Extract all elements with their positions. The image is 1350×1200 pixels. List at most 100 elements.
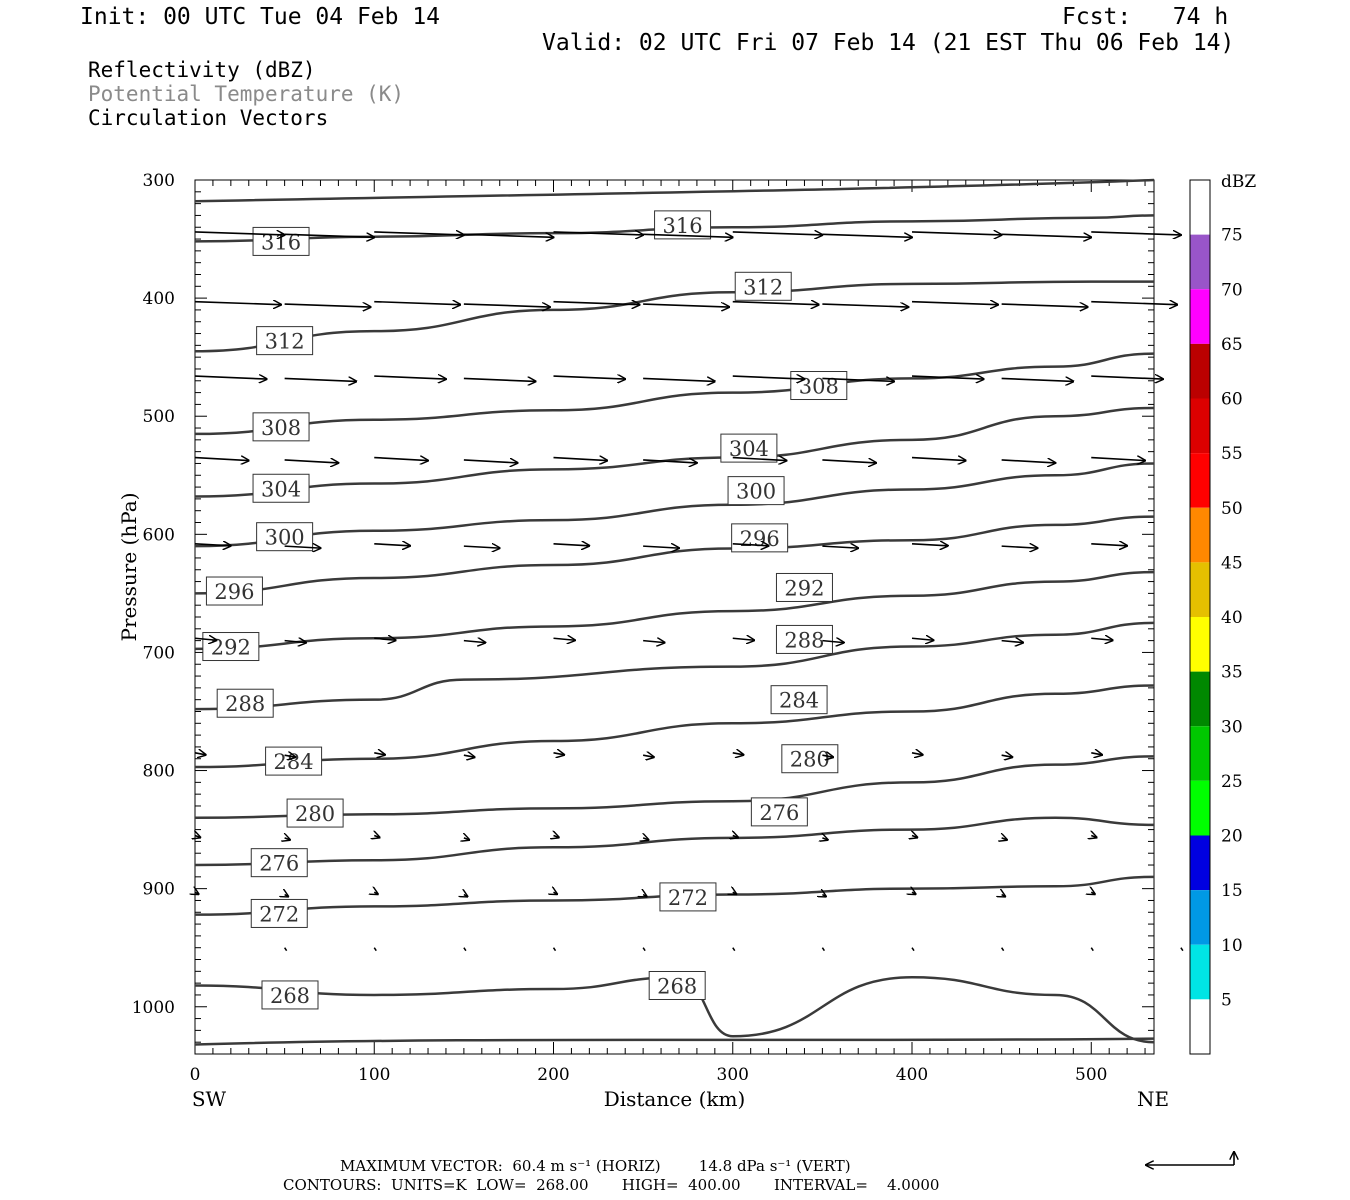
contour-label-box bbox=[205, 576, 263, 606]
circulation-vector bbox=[911, 232, 1002, 235]
contour-label-288: 288 bbox=[225, 692, 265, 716]
x-axis-left-label: SW bbox=[192, 1087, 227, 1111]
circulation-vector bbox=[195, 836, 200, 838]
circulation-vector bbox=[821, 947, 826, 952]
contour-label-272: 272 bbox=[668, 886, 708, 910]
colorbar-swatch bbox=[1190, 617, 1210, 672]
colorbar-label: 15 bbox=[1221, 881, 1243, 901]
colorbar-swatch bbox=[1190, 726, 1210, 781]
circulation-vector bbox=[1091, 638, 1113, 640]
y-tick-label: 500 bbox=[143, 407, 175, 427]
contour-label-292: 292 bbox=[784, 576, 824, 600]
circulation-vector bbox=[553, 302, 640, 305]
colorbar-swatch bbox=[1190, 671, 1210, 727]
circulation-vector bbox=[374, 376, 446, 379]
contour-label-280: 280 bbox=[295, 802, 335, 826]
circulation-vector bbox=[374, 753, 385, 755]
circulation-vector bbox=[284, 234, 375, 237]
circulation-vector bbox=[733, 892, 737, 894]
circulation-vector bbox=[194, 458, 249, 461]
circulation-vector bbox=[642, 947, 646, 952]
circulation-vector bbox=[822, 546, 858, 548]
circulation-vector bbox=[1091, 892, 1095, 894]
circulation-vector bbox=[194, 753, 206, 755]
circulation-vector bbox=[911, 302, 998, 305]
contour-label-292: 292 bbox=[211, 636, 251, 660]
contour-label-308: 308 bbox=[261, 416, 301, 440]
circulation-vector bbox=[1001, 546, 1038, 548]
contour-label-276: 276 bbox=[259, 852, 299, 876]
theta-contour-308 bbox=[194, 352, 1155, 436]
circulation-vector bbox=[553, 753, 565, 755]
circulation-vector bbox=[1001, 460, 1056, 463]
colorbar-label: 75 bbox=[1221, 226, 1243, 246]
contour-label-box bbox=[250, 898, 308, 928]
colorbar-label: 40 bbox=[1221, 608, 1243, 628]
y-tick-label: 800 bbox=[143, 762, 175, 782]
circulation-vector bbox=[822, 460, 876, 463]
circulation-vector bbox=[643, 895, 647, 897]
circulation-vector bbox=[1180, 947, 1184, 952]
circulation-vector bbox=[911, 376, 984, 379]
circulation-vector bbox=[1091, 836, 1096, 838]
circulation-vector bbox=[374, 232, 464, 235]
circulation-vector bbox=[911, 753, 923, 755]
colorbar-frame bbox=[1189, 179, 1211, 1055]
circulation-vector bbox=[1091, 753, 1102, 755]
contour-label-312: 312 bbox=[743, 275, 783, 299]
circulation-vector bbox=[1001, 304, 1088, 307]
circulation-vector bbox=[464, 895, 468, 897]
circulation-vector bbox=[643, 304, 729, 307]
colorbar-swatch bbox=[1190, 234, 1210, 290]
y-tick-label: 900 bbox=[143, 880, 175, 900]
circulation-vector bbox=[463, 378, 536, 381]
circulation-vector bbox=[822, 641, 844, 643]
forecast-hour: Fcst: 74 h bbox=[1062, 4, 1229, 30]
circulation-vector bbox=[1001, 378, 1074, 381]
circulation-vector bbox=[194, 232, 285, 235]
circulation-vector bbox=[553, 638, 576, 640]
y-axis-title: Pressure (hPa) bbox=[117, 493, 141, 642]
init-time: Init: 00 UTC Tue 04 Feb 14 bbox=[80, 4, 441, 30]
colorbar-swatch bbox=[1190, 398, 1210, 454]
circulation-vector bbox=[912, 836, 917, 838]
circulation-vector bbox=[1090, 947, 1094, 952]
contour-label-284: 284 bbox=[274, 750, 314, 774]
contour-label-box bbox=[256, 522, 314, 552]
theta-contour-300 bbox=[194, 462, 1155, 548]
legend-potential-temperature: Potential Temperature (K) bbox=[88, 82, 405, 106]
colorbar-swatch bbox=[1190, 890, 1210, 945]
circulation-vector bbox=[554, 892, 558, 894]
circulation-vector bbox=[822, 895, 826, 897]
circulation-vector bbox=[732, 544, 769, 546]
contours-note: CONTOURS: UNITS=K LOW= 268.00 HIGH= 400.… bbox=[283, 1176, 940, 1194]
contour-label-284: 284 bbox=[779, 689, 819, 713]
colorbar-label: 50 bbox=[1221, 499, 1243, 519]
contour-label-272: 272 bbox=[259, 902, 299, 926]
circulation-vector bbox=[643, 460, 697, 463]
circulation-vector bbox=[552, 947, 557, 952]
colorbar-label: 45 bbox=[1221, 553, 1243, 573]
contour-label-box bbox=[250, 848, 308, 878]
circulation-vector bbox=[284, 755, 296, 757]
circulation-vector bbox=[911, 947, 915, 952]
legend-circulation-vectors: Circulation Vectors bbox=[88, 106, 329, 130]
circulation-vector bbox=[374, 458, 428, 461]
circulation-vector bbox=[284, 947, 288, 952]
circulation-vector bbox=[643, 378, 715, 381]
circulation-vector bbox=[822, 755, 833, 757]
colorbar-label: 70 bbox=[1221, 280, 1243, 300]
circulation-vector bbox=[1091, 544, 1127, 546]
circulation-vector bbox=[464, 838, 469, 840]
theta-contour-surface bbox=[194, 1037, 1155, 1046]
circulation-vector bbox=[463, 234, 554, 237]
circulation-vector bbox=[284, 641, 307, 643]
contour-label-box bbox=[654, 210, 712, 240]
circulation-vector bbox=[643, 546, 679, 548]
circulation-vector bbox=[732, 638, 755, 640]
colorbar-label: 25 bbox=[1221, 772, 1243, 792]
circulation-vector bbox=[463, 546, 500, 548]
contour-label-280: 280 bbox=[790, 748, 830, 772]
circulation-vector bbox=[643, 641, 665, 643]
